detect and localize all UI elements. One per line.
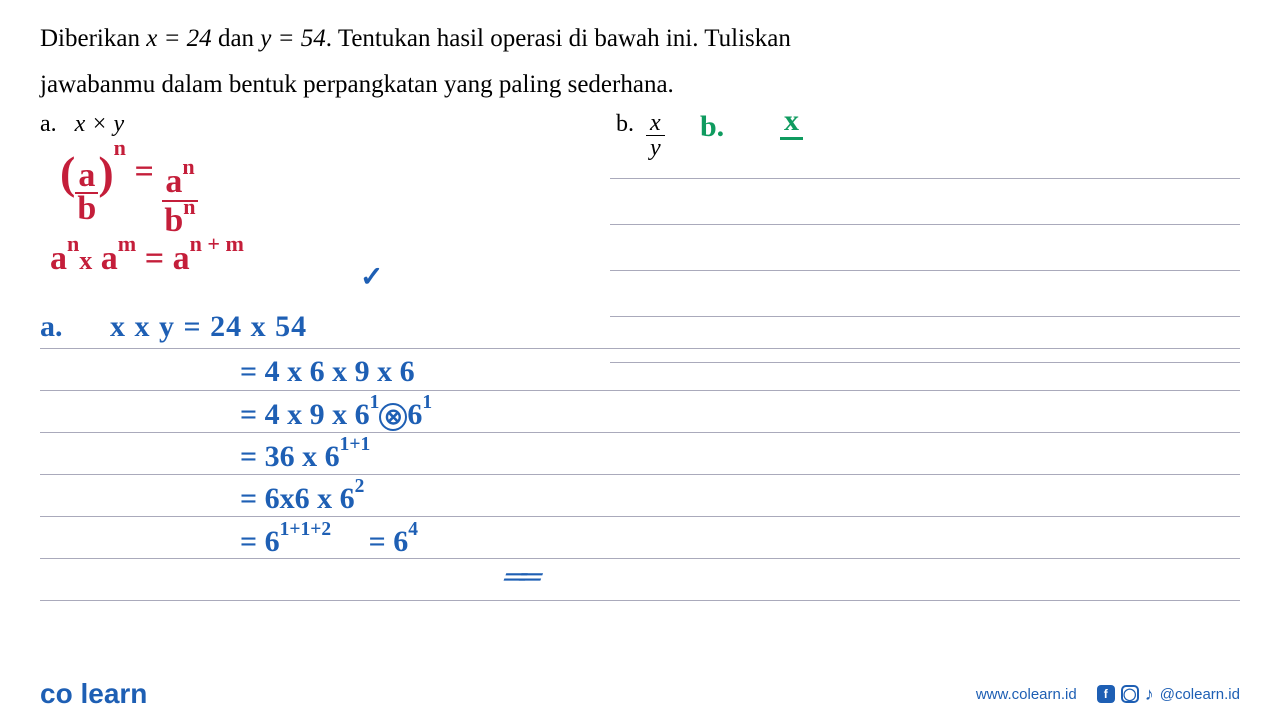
hw-blue-l1: x x y = 24 x 54 — [110, 310, 307, 344]
hw-blue-l6: = 61+1+2 = 64 — [240, 525, 418, 559]
hw-blue-l4: = 36 x 61+1 — [240, 440, 370, 474]
hw-blue-check: ✓ — [360, 260, 383, 294]
facebook-icon: f — [1097, 685, 1115, 703]
ruled-lines-left — [40, 348, 1240, 660]
question-line-2: jawabanmu dalam bentuk perpangkatan yang… — [40, 66, 1240, 104]
footer-url: www.colearn.id — [976, 686, 1077, 703]
hw-green-b: b. — [700, 110, 724, 144]
tiktok-icon: ♪ — [1145, 685, 1154, 703]
hw-blue-a-label: a. — [40, 310, 63, 344]
logo: co learn — [40, 678, 147, 710]
hw-blue-l5: = 6x6 x 62 — [240, 482, 364, 516]
hw-red-mult-rule: anx am = an + m — [50, 240, 244, 278]
hw-blue-l3: = 4 x 9 x 61⊗61 — [240, 398, 432, 432]
hw-green-x: x — [780, 104, 803, 138]
question-line-1: Diberikan x = 24 dan y = 54. Tentukan ha… — [40, 20, 1240, 58]
hw-blue-l2: = 4 x 6 x 9 x 6 — [240, 355, 415, 389]
social-icons: f ◯ ♪ @colearn.id — [1097, 685, 1240, 703]
social-handle: @colearn.id — [1160, 686, 1240, 703]
footer: co learn www.colearn.id f ◯ ♪ @colearn.i… — [40, 678, 1240, 710]
hw-red-frac-rule: (ab)n = an bn — [60, 140, 198, 230]
instagram-icon: ◯ — [1121, 685, 1139, 703]
